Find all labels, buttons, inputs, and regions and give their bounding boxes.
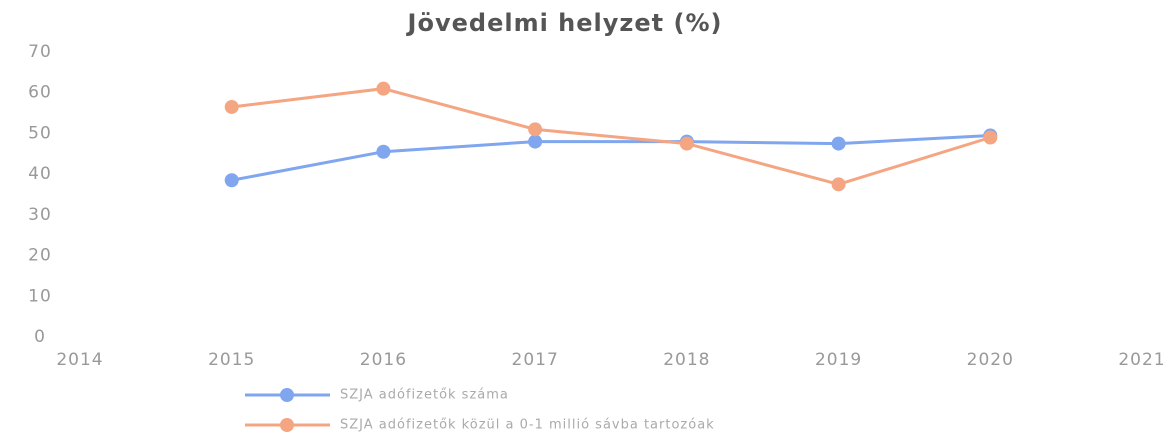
x-tick-label: 2015: [208, 350, 255, 370]
x-tick-label: 2021: [1118, 350, 1165, 370]
y-tick-label: 70: [28, 42, 52, 62]
point: [528, 134, 543, 149]
x-tick-label: 2020: [967, 350, 1014, 370]
series-line: [231, 87, 991, 186]
x-tick-label: 2018: [663, 350, 710, 370]
legend-label: SZJA adófizetők száma: [340, 388, 509, 403]
point: [376, 144, 391, 159]
legend-marker: [280, 418, 294, 432]
point: [224, 99, 239, 114]
y-tick-label: 40: [28, 164, 52, 184]
chart-title: Jövedelmi helyzet (%): [406, 9, 723, 37]
y-tick-label: 60: [28, 83, 52, 103]
x-tick-label: 2014: [56, 350, 103, 370]
point: [224, 173, 239, 188]
point: [679, 136, 694, 151]
legend-marker: [280, 388, 294, 402]
legend-label: SZJA adófizetők közül a 0-1 millió sávba…: [340, 418, 715, 433]
x-tick-label: 2019: [815, 350, 862, 370]
x-tick-label: 2016: [360, 350, 407, 370]
point: [983, 130, 998, 145]
point: [376, 81, 391, 96]
y-tick-label: 50: [28, 123, 52, 143]
point: [528, 122, 543, 137]
y-tick-label: 30: [28, 205, 52, 225]
y-tick-label: 20: [28, 246, 52, 266]
series-line: [231, 133, 991, 182]
point: [831, 177, 846, 192]
x-tick-label: 2017: [512, 350, 559, 370]
y-tick-label: 10: [28, 286, 52, 306]
point: [831, 136, 846, 151]
y-tick-label: 0: [34, 327, 46, 347]
